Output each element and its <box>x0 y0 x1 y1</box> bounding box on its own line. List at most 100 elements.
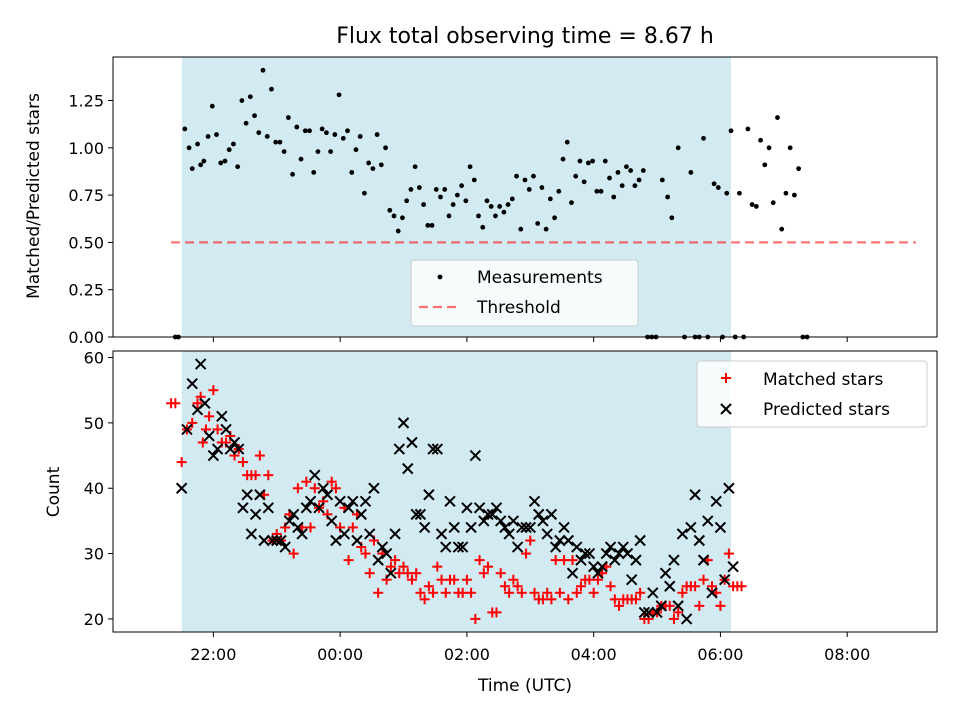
predicted-star-point <box>651 606 663 619</box>
matched-star-point <box>723 548 734 559</box>
predicted-star-point <box>241 489 253 501</box>
predicted-star-point <box>220 423 232 436</box>
measurement-point <box>404 198 410 204</box>
top-ytick-label: 1.00 <box>68 139 104 158</box>
measurement-point <box>442 187 448 192</box>
matched-star-point <box>432 561 443 572</box>
predicted-star-stroke <box>600 547 613 560</box>
matched-star-point <box>326 476 337 487</box>
measurement-point <box>471 177 477 183</box>
x-tick-label: 22:00 <box>190 645 236 664</box>
predicted-star-stroke <box>199 397 211 409</box>
predicted-star-point <box>228 436 241 449</box>
predicted-star-point <box>216 410 228 423</box>
predicted-star-point <box>431 443 444 455</box>
measurement-point <box>421 202 426 207</box>
measurement-point <box>273 139 279 145</box>
predicted-star-point <box>613 547 625 560</box>
x-tick-label: 04:00 <box>571 645 617 664</box>
predicted-star-stroke <box>194 358 207 370</box>
predicted-star-stroke <box>309 469 321 481</box>
x-tick-label: 02:00 <box>444 645 490 664</box>
measurement-point <box>501 209 507 215</box>
predicted-star-point <box>617 541 629 553</box>
predicted-star-stroke <box>727 560 739 573</box>
predicted-star-stroke <box>397 417 410 429</box>
predicted-star-point <box>181 423 193 436</box>
predicted-star-point <box>249 508 262 521</box>
measurement-point <box>239 98 245 103</box>
predicted-star-stroke <box>287 508 300 521</box>
predicted-star-point <box>448 521 460 534</box>
predicted-star-point <box>638 606 651 619</box>
measurement-point <box>753 204 759 209</box>
matched-star-point <box>428 587 439 598</box>
predicted-star-stroke <box>452 541 465 553</box>
predicted-star-point <box>723 482 735 494</box>
predicted-star-stroke <box>220 423 232 436</box>
measurement-point <box>319 126 325 132</box>
predicted-star-point <box>406 436 418 449</box>
predicted-star-point <box>672 600 684 612</box>
matched-star-point <box>575 581 586 592</box>
measurement-point <box>362 190 367 196</box>
predicted-star-stroke <box>609 554 621 566</box>
measurement-point <box>214 132 219 137</box>
predicted-star-stroke <box>321 489 334 501</box>
measurement-point <box>323 130 329 136</box>
measurement-point <box>766 145 772 151</box>
matched-star-point <box>478 568 489 579</box>
bottom-ytick-label: 40 <box>84 479 104 498</box>
predicted-star-stroke <box>283 515 296 527</box>
predicted-star-point <box>321 489 334 501</box>
measurement-point <box>425 222 431 228</box>
measurement-point <box>433 187 439 192</box>
measurement-point <box>564 139 570 145</box>
predicted-star-point <box>435 528 448 540</box>
predicted-star-point <box>507 515 520 527</box>
predicted-star-point <box>414 508 427 521</box>
matched-star-point <box>457 587 468 598</box>
predicted-star-point <box>287 508 300 521</box>
top-ytick-label: 1.25 <box>68 92 104 111</box>
predicted-star-stroke <box>342 502 355 514</box>
predicted-star-point <box>456 541 469 553</box>
predicted-star-point <box>642 606 655 619</box>
predicted-star-stroke <box>233 443 245 455</box>
predicted-star-stroke <box>347 495 359 508</box>
predicted-star-point <box>283 515 296 527</box>
matched-star-point <box>411 568 422 579</box>
predicted-star-point <box>186 377 198 390</box>
predicted-star-point <box>714 521 727 534</box>
legend-measurements-label: Measurements <box>477 268 603 288</box>
legend-threshold-label: Threshold <box>476 298 561 318</box>
measurement-point <box>758 137 763 143</box>
predicted-star-stroke <box>664 580 676 592</box>
measurement-point <box>357 134 363 139</box>
bottom-ytick-label: 20 <box>84 610 104 629</box>
measurement-point <box>585 160 591 166</box>
predicted-star-point <box>194 358 207 370</box>
measurement-point <box>307 128 312 134</box>
predicted-star-point <box>494 515 507 527</box>
measurement-point <box>285 115 291 120</box>
measurement-point <box>640 168 646 173</box>
measurement-point <box>467 164 473 170</box>
measurement-point <box>328 149 334 154</box>
matched-star-point <box>301 476 312 487</box>
matched-star-point <box>542 587 553 598</box>
matched-star-point <box>504 587 515 598</box>
measurement-point <box>526 187 532 192</box>
predicted-star-point <box>604 541 617 553</box>
predicted-star-point <box>524 521 536 534</box>
predicted-star-stroke <box>456 541 469 553</box>
figure-title: Flux total observing time = 8.67 h <box>336 24 714 49</box>
measurement-point <box>189 166 195 172</box>
predicted-star-stroke <box>334 495 346 508</box>
matched-star-point <box>609 594 620 605</box>
matched-star-point <box>415 587 426 598</box>
predicted-star-stroke <box>181 423 193 436</box>
measurement-point <box>459 183 465 189</box>
matched-star-point <box>605 581 616 592</box>
predicted-star-stroke <box>592 567 604 579</box>
